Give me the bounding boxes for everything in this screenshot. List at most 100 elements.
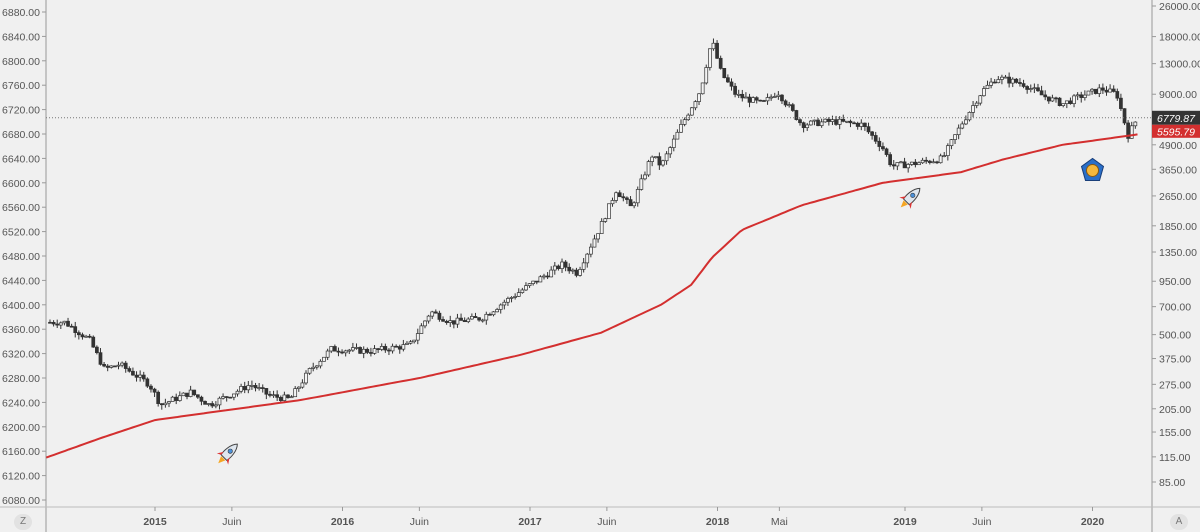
candle-up	[372, 348, 377, 354]
candle-up	[808, 120, 813, 126]
candle-up	[664, 153, 669, 162]
candle-down	[726, 77, 730, 83]
candle-up	[531, 280, 536, 284]
right-tick-label: 115.00	[1159, 452, 1190, 464]
candle-down	[95, 346, 99, 354]
candle-down	[397, 346, 402, 350]
candle-up	[607, 203, 611, 220]
candle-up	[311, 366, 316, 369]
candle-up	[1075, 94, 1080, 97]
candle-up	[635, 189, 640, 204]
candle-up	[1010, 78, 1015, 84]
candle-up	[491, 311, 496, 316]
candle-up	[610, 200, 615, 205]
candle-up	[945, 145, 950, 156]
log-scale-toggle[interactable]: Z	[14, 514, 32, 530]
candle-down	[358, 347, 362, 354]
candle-down	[48, 321, 52, 324]
candle-down	[747, 96, 752, 103]
candle-up	[650, 156, 655, 162]
left-tick-label: 6520.00	[2, 227, 40, 239]
candle-up	[232, 393, 236, 398]
candle-up	[982, 88, 986, 97]
time-tick-label: 2018	[706, 516, 730, 528]
candle-down	[780, 94, 784, 102]
candle-up	[239, 386, 243, 392]
candle-up	[589, 246, 593, 255]
candle-up	[1086, 90, 1091, 96]
right-tick-label: 700.00	[1159, 302, 1191, 314]
candle-down	[628, 199, 633, 207]
candle-up	[329, 346, 334, 352]
time-tick-label: Mai	[771, 516, 788, 528]
candle-down	[790, 104, 795, 111]
candle-up	[354, 347, 359, 349]
candle-up	[513, 296, 517, 298]
candle-up	[920, 159, 925, 164]
candle-up	[282, 394, 287, 401]
coin-icon[interactable]	[1080, 157, 1105, 181]
candle-down	[1104, 89, 1109, 93]
time-tick-label: 2019	[893, 516, 917, 528]
candle-up	[1028, 88, 1033, 90]
candle-down	[1014, 78, 1019, 83]
candle-down	[195, 394, 200, 398]
candle-up	[585, 253, 590, 264]
candle-down	[1018, 82, 1022, 84]
rocket-icon[interactable]	[895, 183, 925, 213]
candle-up	[495, 309, 499, 313]
candle-down	[105, 365, 110, 368]
candle-up	[1003, 76, 1008, 79]
candle-down	[159, 403, 164, 406]
left-tick-label: 6240.00	[2, 397, 40, 409]
rocket-icon[interactable]	[213, 438, 243, 468]
candle-down	[574, 269, 579, 276]
left-tick-label: 6360.00	[2, 324, 40, 336]
candle-down	[1126, 122, 1130, 139]
candle-down	[264, 388, 269, 395]
right-tick-label: 500.00	[1159, 330, 1191, 342]
candle-up	[812, 119, 817, 122]
candle-up	[430, 311, 435, 317]
candle-down	[387, 349, 391, 352]
left-tick-label: 6680.00	[2, 129, 40, 141]
candle-down	[174, 396, 179, 401]
candle-up	[325, 350, 330, 358]
candle-up	[163, 402, 168, 406]
candle-up	[62, 320, 67, 324]
auto-scale-toggle[interactable]: A	[1170, 514, 1188, 530]
candle-up	[704, 67, 709, 84]
candle-down	[873, 135, 878, 142]
ma-price-label: 5595.79	[1157, 126, 1195, 138]
candle-up	[217, 397, 222, 406]
candle-up	[206, 403, 211, 405]
candle-up	[978, 95, 983, 104]
candle-up	[361, 348, 366, 354]
right-tick-label: 3650.00	[1159, 164, 1197, 176]
candle-down	[794, 110, 799, 120]
candle-down	[91, 336, 96, 348]
candle-up	[401, 344, 406, 350]
candle-up	[845, 120, 849, 123]
candle-up	[188, 389, 193, 397]
candle-down	[1021, 83, 1026, 87]
candle-up	[549, 269, 554, 278]
candle-up	[639, 178, 644, 190]
candle-down	[1043, 94, 1048, 98]
right-tick-label: 275.00	[1159, 379, 1191, 391]
candle-down	[563, 261, 568, 268]
candle-down	[881, 146, 885, 150]
right-tick-label: 1350.00	[1159, 247, 1197, 259]
candle-down	[441, 319, 445, 322]
candle-down	[718, 57, 723, 69]
candle-up	[985, 84, 990, 89]
candle-up	[1064, 100, 1069, 105]
candle-down	[141, 374, 146, 380]
candle-up	[470, 316, 474, 320]
candle-up	[170, 396, 175, 402]
candle-up	[974, 102, 979, 106]
candle-up	[942, 155, 947, 157]
candle-up	[527, 283, 532, 287]
candle-down	[657, 156, 662, 166]
